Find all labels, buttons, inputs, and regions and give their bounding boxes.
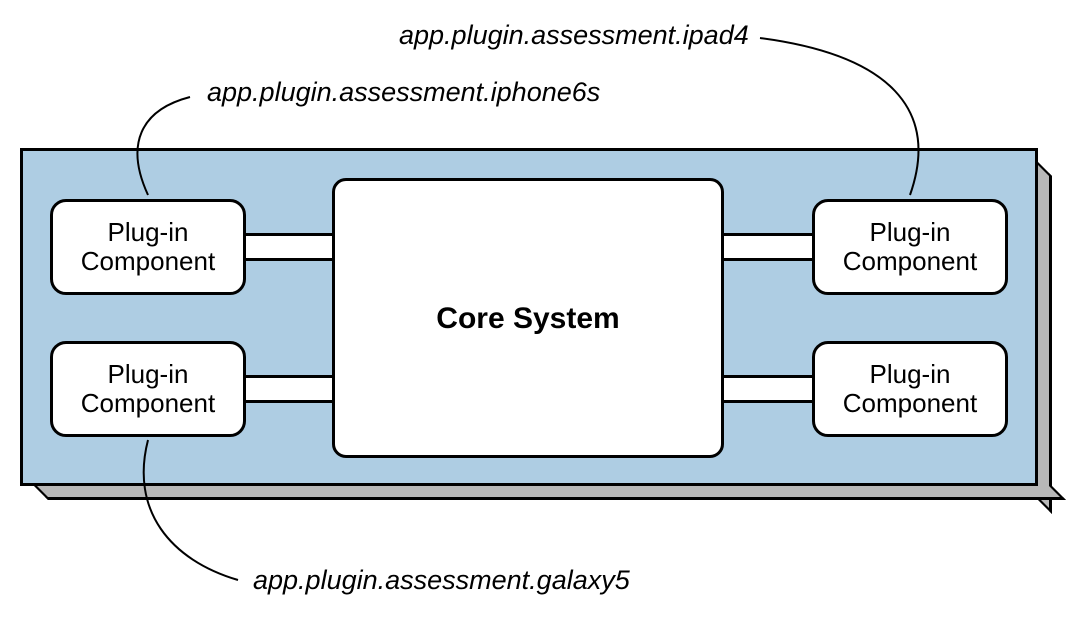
plugin-label: Plug-in Component bbox=[843, 218, 977, 275]
plugin-label: Plug-in Component bbox=[81, 218, 215, 275]
core-system-box: Core System bbox=[332, 178, 724, 458]
panel-shadow-bottom bbox=[34, 486, 1066, 500]
plugin-box-tl: Plug-in Component bbox=[50, 199, 246, 295]
annotation-ipad4: app.plugin.assessment.ipad4 bbox=[399, 20, 749, 51]
plugin-box-tr: Plug-in Component bbox=[812, 199, 1008, 295]
core-system-label: Core System bbox=[436, 302, 619, 335]
panel-shadow-right bbox=[1038, 162, 1052, 514]
plugin-box-bl: Plug-in Component bbox=[50, 341, 246, 437]
plugin-label: Plug-in Component bbox=[843, 360, 977, 417]
plugin-label: Plug-in Component bbox=[81, 360, 215, 417]
connector-tl bbox=[243, 233, 335, 261]
annotation-iphone6s: app.plugin.assessment.iphone6s bbox=[207, 77, 600, 108]
plugin-box-br: Plug-in Component bbox=[812, 341, 1008, 437]
connector-br bbox=[721, 375, 815, 403]
connector-tr bbox=[721, 233, 815, 261]
diagram-stage: Core System Plug-in Component Plug-in Co… bbox=[0, 0, 1080, 628]
annotation-galaxy5: app.plugin.assessment.galaxy5 bbox=[253, 565, 630, 596]
connector-bl bbox=[243, 375, 335, 403]
